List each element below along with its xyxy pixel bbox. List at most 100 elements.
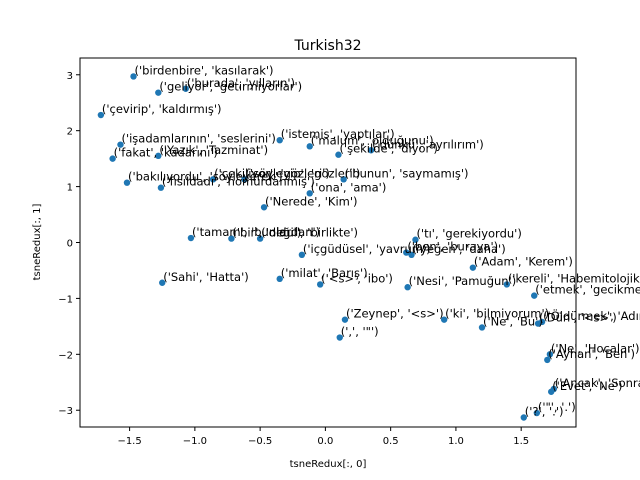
x-tick-label: 1.0 [448,436,464,447]
data-point [159,279,166,286]
point-label: ('yeğen', 'daha') [413,242,506,256]
data-point [478,324,486,331]
data-point [155,89,162,96]
x-tick-label: 0.0 [317,436,333,447]
data-point [340,176,347,183]
data-point [306,190,313,197]
data-point [228,235,235,242]
point-label: ('ona', 'ama') [311,180,387,194]
point-label: ('geliyor', 'getirmiyorlar') [159,80,302,94]
point-label: ('birdenbire', 'kasılarak') [135,63,274,77]
data-point [533,409,541,417]
data-point [367,147,375,154]
data-point [182,85,189,92]
data-point [157,184,165,191]
point-label: ('bakılıyordu', 'söyleyerek') [128,170,283,184]
point-label: ('Evet', 'Ne') [552,379,622,393]
point-label: ('çekiliyor', 'gözleri') [214,166,330,180]
point-label: ('şekilde', 'diyor') [339,142,438,156]
data-point [209,176,217,183]
data-point [341,316,349,323]
point-label: ('Nesi', 'Pamuğun') [409,274,517,288]
data-point [503,281,511,288]
point-label: ('Öldürmek', 'Adım') [543,307,640,323]
point-label: ('değil', 'birlikte') [261,226,358,240]
data-point [548,388,555,395]
point-label: ('burada', 'yılların') [187,76,295,90]
data-point [546,351,554,358]
chart-title: Turkish32 [293,38,361,54]
y-tick-label: −2 [58,350,73,361]
y-tick-label: −1 [58,294,73,305]
data-point [256,235,264,242]
point-label: ('Ayhan', 'Ben') [548,347,635,361]
data-point [298,251,306,258]
point-label: ('milat', 'Barış') [281,266,368,280]
point-label: ('çevirip', 'kaldırmış') [102,102,222,116]
data-point [440,316,448,323]
data-point [544,356,551,364]
data-point [335,151,342,158]
data-point [403,249,410,256]
data-point [276,275,283,283]
point-label: ('ki', 'bilmiyorum') [445,307,549,321]
point-label: ('içgüdüsel', 'yavrum') [303,242,431,256]
y-tick-label: −3 [58,406,73,417]
y-tick-label: 0 [67,239,73,250]
point-label: ('ben', 'buraya') [407,240,498,254]
point-label: ('"', '.') [538,400,576,414]
point-label: ('fısıldadı', 'homurdanmış') [162,175,315,189]
y-tick-label: 3 [67,71,73,82]
point-label: ('Nerede', 'Kim') [265,194,357,208]
x-tick-label: 0.5 [383,436,399,447]
point-label: ('Ne', 'Bu') [483,314,543,328]
y-axis: −3 −2 −1 0 1 2 3 [58,71,80,417]
data-point [276,136,283,144]
data-point [404,284,411,291]
point-label: ('malum', 'olduğunu') [311,133,434,147]
point-label: ('?', '.') [525,404,564,418]
y-axis-label: tsneRedux[:, 1] [32,204,43,281]
data-point [531,292,538,299]
data-point [155,152,162,160]
point-label: ('bir', 'oldu') [232,226,301,240]
data-point [241,176,248,183]
point-label: ('işadamlarının', 'seslerini') [121,132,275,146]
point-label: ('kereli', 'Habemitolojik') [508,271,640,285]
point-label: ('etmek', 'gecikmeli') [535,283,640,297]
point-label: ('Dün', '<s>') [539,311,617,325]
point-label: ('<s>', 'ibo') [321,271,393,285]
data-point [469,264,477,271]
data-point [260,204,268,211]
point-label: ('tı', 'gerekiyordu') [416,227,521,241]
data-point [412,236,419,243]
y-tick-label: 2 [67,127,73,138]
y-tick-label: 1 [67,183,73,194]
x-tick-label: −1.5 [117,436,141,447]
data-point [187,234,195,242]
data-point [520,414,527,421]
point-label: ('Yazık', 'Tazminat') [159,143,268,157]
data-point [97,111,105,119]
point-label: ('Adam', 'Kerem') [474,255,573,269]
x-tick-label: −1.0 [183,436,207,447]
data-point [123,179,131,186]
x-axis: −1.5 −1.0 −0.5 0.0 0.5 1.0 1.5 [117,427,529,447]
point-label: ('istemis', 'yaptılar') [281,127,395,141]
point-label: ('fakat', 'kadarını') [114,146,218,160]
x-tick-label: 1.5 [513,436,529,447]
point-label: (',', '"') [341,325,379,339]
point-label: ('Zeynep', '<s>') [346,307,444,321]
data-point [109,155,116,162]
data-point [117,141,124,148]
point-label: ('Ne', 'Hocalar') [551,341,640,355]
data-point [408,251,415,258]
point-label: ('söyleyip', 'gözleri') [245,166,360,180]
x-axis-label: tsneRedux[:, 0] [290,459,367,470]
point-label: ('Sahi', 'Hatta') [163,270,249,284]
point-label: ('dünkü', 'ayrılırım') [372,137,484,151]
data-point [336,334,343,341]
data-point [316,281,324,288]
